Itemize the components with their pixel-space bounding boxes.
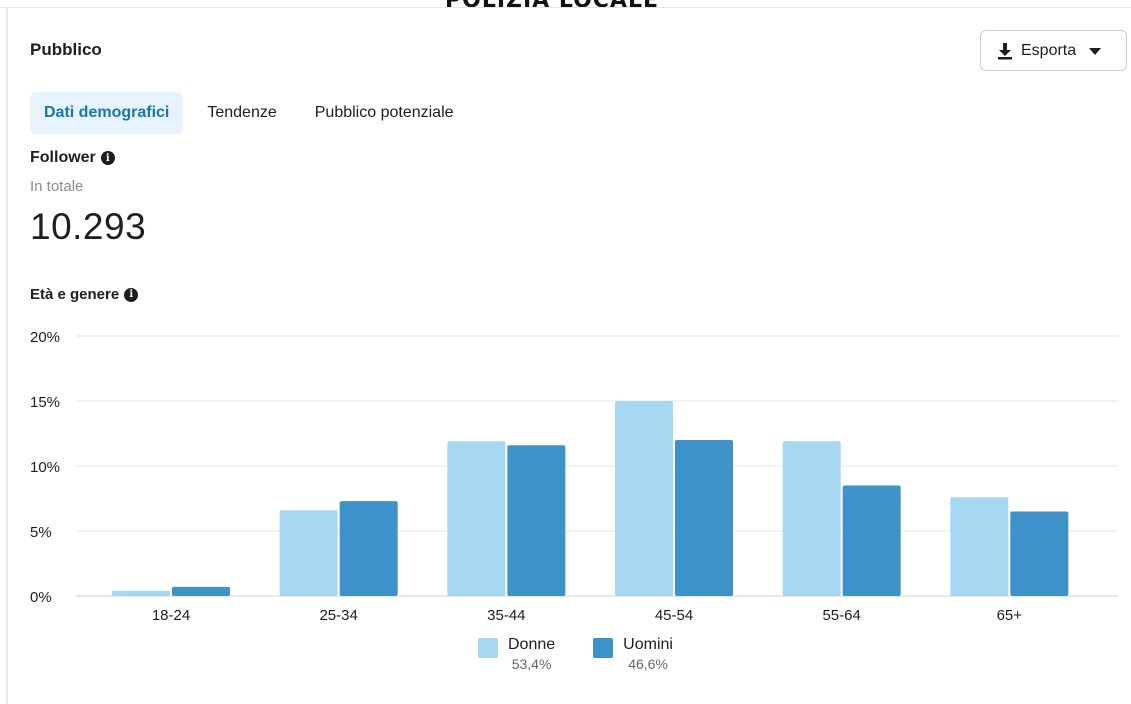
y-tick-label: 5%: [30, 524, 52, 541]
info-icon[interactable]: i: [100, 151, 115, 165]
bar-uomini[interactable]: [172, 586, 230, 596]
y-tick-label: 10%: [30, 459, 60, 476]
legend-label-uomini: Uomini: [623, 636, 673, 653]
y-tick-label: 20%: [30, 329, 60, 346]
legend-share-donne: 53,4%: [511, 656, 552, 672]
tab-bar: Dati demografici Tendenze Pubblico poten…: [30, 92, 478, 134]
bar-uomini[interactable]: [339, 501, 398, 596]
bar-uomini[interactable]: [842, 485, 901, 597]
x-tick-label: 65+: [997, 607, 1023, 624]
export-label: Esporta: [1021, 41, 1077, 59]
caret-down-icon: [1088, 46, 1102, 56]
page-title: Pubblico: [30, 40, 102, 59]
bar-donne[interactable]: [279, 510, 338, 596]
left-divider: [6, 8, 8, 704]
x-tick-label: 45-54: [655, 607, 693, 624]
top-banner-strip: POLIZIA LOCALE: [0, 0, 1131, 8]
age-gender-bar-chart: 0% 5% 10% 15% 20% 18-24 25-34 35-44 45-54 55-64 65…: [30, 329, 1118, 624]
tab-pubblico-potenziale[interactable]: Pubblico potenziale: [314, 104, 454, 121]
bar-uomini[interactable]: [507, 445, 566, 596]
legend-swatch-donne: [478, 638, 498, 658]
export-button[interactable]: Esporta: [980, 30, 1127, 71]
follower-count: 10.293: [30, 206, 147, 247]
legend-label-donne: Donne: [508, 636, 556, 653]
y-tick-label: 15%: [30, 394, 60, 411]
bar-donne[interactable]: [112, 590, 170, 596]
y-tick-label: 0%: [30, 589, 52, 606]
legend-item-uomini[interactable]: Uomini 46,6%: [593, 636, 673, 672]
x-tick-label: 35-44: [487, 607, 525, 624]
x-tick-label: 25-34: [319, 607, 357, 624]
follower-subtitle: In totale: [30, 178, 84, 195]
legend-share-uomini: 46,6%: [628, 656, 668, 672]
tab-dati-demografici[interactable]: Dati demografici: [30, 92, 184, 134]
age-gender-title: Età e genere: [30, 286, 120, 303]
banner-text: POLIZIA LOCALE: [445, 0, 659, 7]
bar-donne[interactable]: [782, 441, 841, 596]
legend-swatch-uomini: [593, 638, 614, 658]
download-icon: [997, 42, 1013, 60]
info-icon[interactable]: i: [124, 287, 139, 302]
tab-tendenze[interactable]: Tendenze: [207, 104, 277, 121]
follower-title: Follower: [30, 149, 96, 166]
x-tick-label: 18-24: [152, 607, 190, 624]
bar-donne[interactable]: [615, 401, 673, 596]
bar-donne[interactable]: [950, 497, 1009, 596]
x-tick-label: 55-64: [822, 607, 860, 624]
legend-item-donne[interactable]: Donne 53,4%: [478, 636, 555, 672]
bar-uomini[interactable]: [675, 440, 733, 596]
bar-donne[interactable]: [447, 441, 506, 596]
age-gender-heading: Età e genere i: [30, 286, 139, 303]
chart-legend: Donne 53,4% Uomini 46,6%: [478, 636, 673, 672]
bar-uomini[interactable]: [1010, 511, 1069, 597]
follower-heading: Follower i: [30, 149, 115, 167]
